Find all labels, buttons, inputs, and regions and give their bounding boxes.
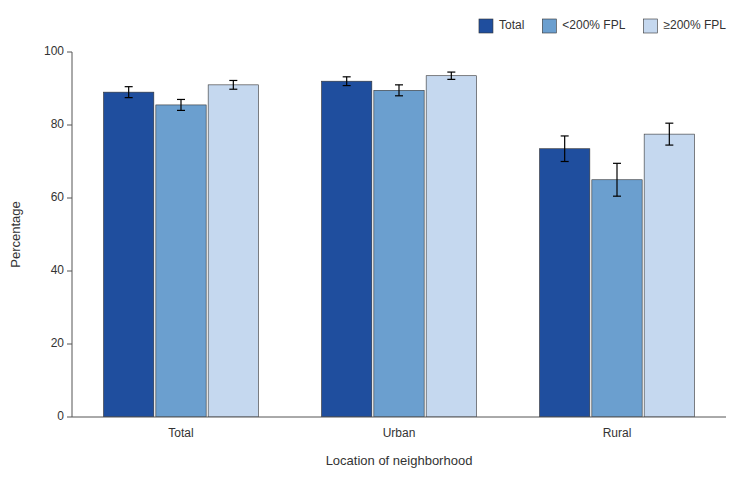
x-tick-label: Total — [168, 426, 193, 440]
error-cap — [343, 76, 351, 77]
bar — [208, 85, 258, 417]
legend-item: Total — [479, 18, 524, 33]
y-tick-label: 60 — [51, 190, 65, 204]
error-stem — [346, 77, 347, 86]
error-bar — [447, 72, 455, 79]
y-axis-label: Percentage — [8, 201, 23, 268]
legend-label: Total — [499, 18, 524, 32]
error-cap — [395, 95, 403, 96]
error-cap — [447, 79, 455, 80]
legend-item: ≥200% FPL — [643, 18, 726, 33]
error-bar — [343, 77, 351, 86]
legend-label: ≥200% FPL — [663, 18, 726, 32]
y-tick — [67, 198, 72, 199]
error-cap — [665, 144, 673, 145]
error-cap — [125, 97, 133, 98]
legend-label: <200% FPL — [562, 18, 625, 32]
y-tick — [67, 271, 72, 272]
y-tick — [67, 125, 72, 126]
legend-swatch — [542, 19, 556, 33]
chart-container: 0 20 40 60 80 100 Total Urban Rural Location of n… — [0, 0, 750, 479]
error-stem — [669, 123, 670, 145]
legend-swatch — [479, 19, 493, 33]
bar — [426, 76, 476, 417]
error-cap — [177, 99, 185, 100]
y-tick — [67, 417, 72, 418]
error-cap — [395, 84, 403, 85]
error-stem — [564, 136, 565, 162]
legend-swatch — [643, 19, 657, 33]
error-cap — [665, 123, 673, 124]
error-stem — [616, 163, 617, 196]
bars — [104, 72, 695, 417]
legend-item: <200% FPL — [542, 18, 625, 33]
bar — [374, 90, 424, 417]
x-axis-label: Location of neighborhood — [326, 453, 473, 468]
error-bar — [395, 85, 403, 96]
error-stem — [180, 99, 181, 110]
y-tick-label: 20 — [51, 336, 65, 350]
y-tick — [67, 52, 72, 53]
y-tick — [67, 344, 72, 345]
chart: 0 20 40 60 80 100 Total Urban Rural Location of n… — [0, 0, 750, 479]
error-bar — [125, 87, 133, 98]
bar — [322, 81, 372, 417]
y-axis-line — [72, 52, 73, 417]
y-tick-label: 40 — [51, 263, 65, 277]
error-cap — [613, 163, 621, 164]
bar — [644, 134, 694, 417]
bar — [104, 92, 154, 417]
bar — [156, 105, 206, 417]
error-cap — [561, 161, 569, 162]
error-cap — [229, 80, 237, 81]
error-cap — [229, 89, 237, 90]
y-tick-label: 0 — [57, 409, 64, 423]
error-bar — [613, 163, 621, 196]
error-bar — [561, 136, 569, 162]
y-tick-label: 100 — [44, 44, 64, 58]
y-tick-label: 80 — [51, 117, 65, 131]
x-tick-label: Urban — [383, 426, 416, 440]
error-cap — [613, 196, 621, 197]
error-cap — [561, 135, 569, 136]
error-cap — [343, 85, 351, 86]
bar — [540, 149, 590, 417]
error-bar — [665, 123, 673, 145]
error-cap — [177, 110, 185, 111]
error-cap — [447, 71, 455, 72]
error-stem — [398, 85, 399, 96]
error-stem — [128, 87, 129, 98]
legend: Total <200% FPL ≥200% FPL — [479, 18, 726, 33]
x-axis-line — [72, 417, 726, 418]
x-tick-label: Rural — [603, 426, 632, 440]
axes: 0 20 40 60 80 100 Total Urban Rural — [44, 44, 726, 440]
error-stem — [451, 72, 452, 79]
error-bar — [177, 99, 185, 110]
bar — [592, 180, 642, 417]
error-cap — [125, 86, 133, 87]
error-stem — [233, 80, 234, 89]
error-bar — [229, 80, 237, 89]
